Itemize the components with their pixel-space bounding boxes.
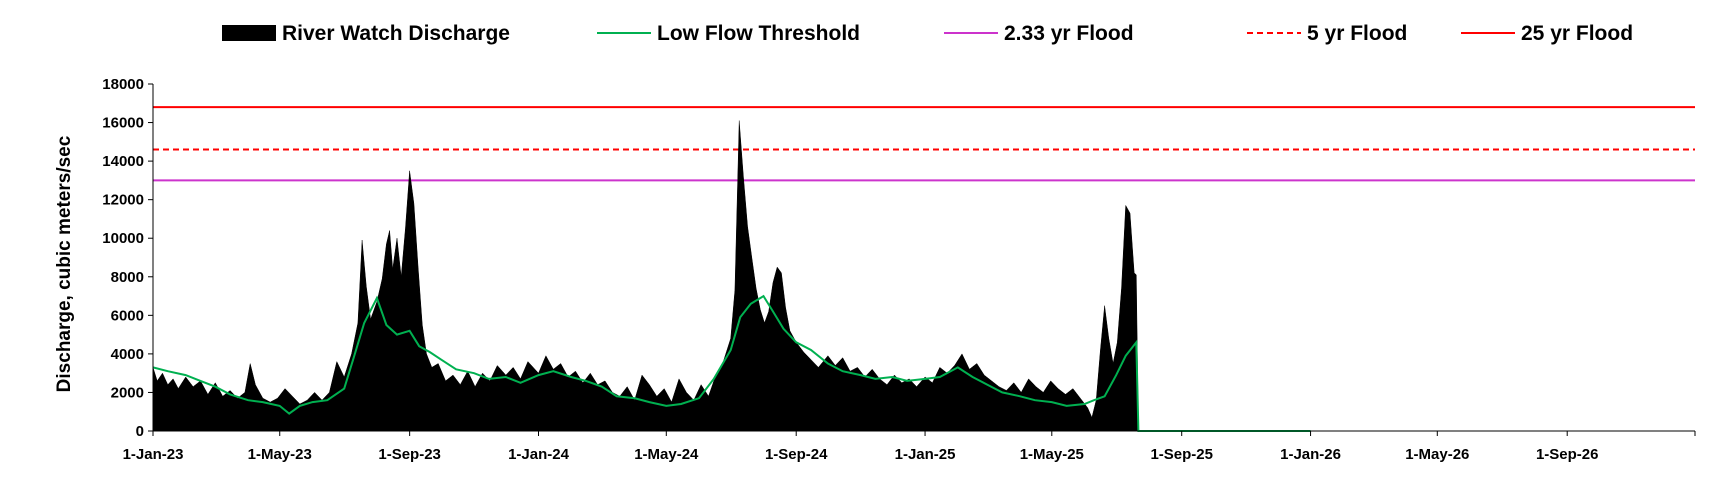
y-tick-label: 18000 [102, 76, 144, 93]
legend-swatch [222, 25, 276, 41]
y-tick-label: 16000 [102, 115, 144, 132]
x-tick-label: 1-Jan-24 [508, 446, 570, 463]
legend-label: 25 yr Flood [1521, 22, 1633, 45]
y-tick-label: 6000 [111, 307, 144, 324]
x-tick-label: 1-Sep-25 [1150, 446, 1213, 463]
legend-label: 2.33 yr Flood [1004, 22, 1134, 45]
threshold-lines [153, 106, 1695, 182]
x-tick-label: 1-May-23 [248, 446, 312, 463]
x-tick-label: 1-Sep-23 [378, 446, 441, 463]
legend-item-2-33-yr-flood: 2.33 yr Flood [944, 22, 1134, 45]
legend-item-river-watch-discharge: River Watch Discharge [222, 22, 510, 45]
y-tick-label: 2000 [111, 384, 144, 401]
x-tick-label: 1-Jan-25 [895, 446, 956, 463]
axes: 0 2000 4000 6000 8000 10000 12000 14000 16000 180… [102, 76, 1696, 463]
legend-item-25-yr-flood: 25 yr Flood [1461, 22, 1633, 45]
legend-item-5-yr-flood: 5 yr Flood [1247, 22, 1407, 45]
legend: River Watch Discharge Low Flow Threshold 2… [222, 22, 1633, 45]
x-tick-label: 1-Sep-26 [1536, 446, 1599, 463]
series-layer [152, 120, 1311, 432]
x-tick-label: 1-May-25 [1020, 446, 1084, 463]
legend-label: 5 yr Flood [1307, 22, 1407, 45]
x-tick-label: 1-May-24 [634, 446, 699, 463]
x-tick-label: 1-Sep-24 [765, 446, 828, 463]
x-tick-label: 1-Jan-23 [123, 446, 184, 463]
legend-label: River Watch Discharge [282, 22, 510, 45]
y-tick-label: 8000 [111, 269, 144, 286]
y-tick-label: 10000 [102, 230, 144, 247]
y-axis-title: Discharge, cubic meters/sec [54, 135, 75, 392]
river-watch-discharge-area [152, 120, 1139, 432]
x-tick-label: 1-May-26 [1405, 446, 1469, 463]
x-tick-label: 1-Jan-26 [1280, 446, 1341, 463]
y-tick-label: 0 [136, 423, 144, 440]
y-tick-label: 14000 [102, 153, 144, 170]
y-tick-label: 12000 [102, 192, 144, 209]
legend-label: Low Flow Threshold [657, 22, 860, 45]
y-tick-label: 4000 [111, 346, 144, 363]
legend-item-low-flow-threshold: Low Flow Threshold [597, 22, 860, 45]
low-flow-threshold-line [152, 294, 1311, 432]
